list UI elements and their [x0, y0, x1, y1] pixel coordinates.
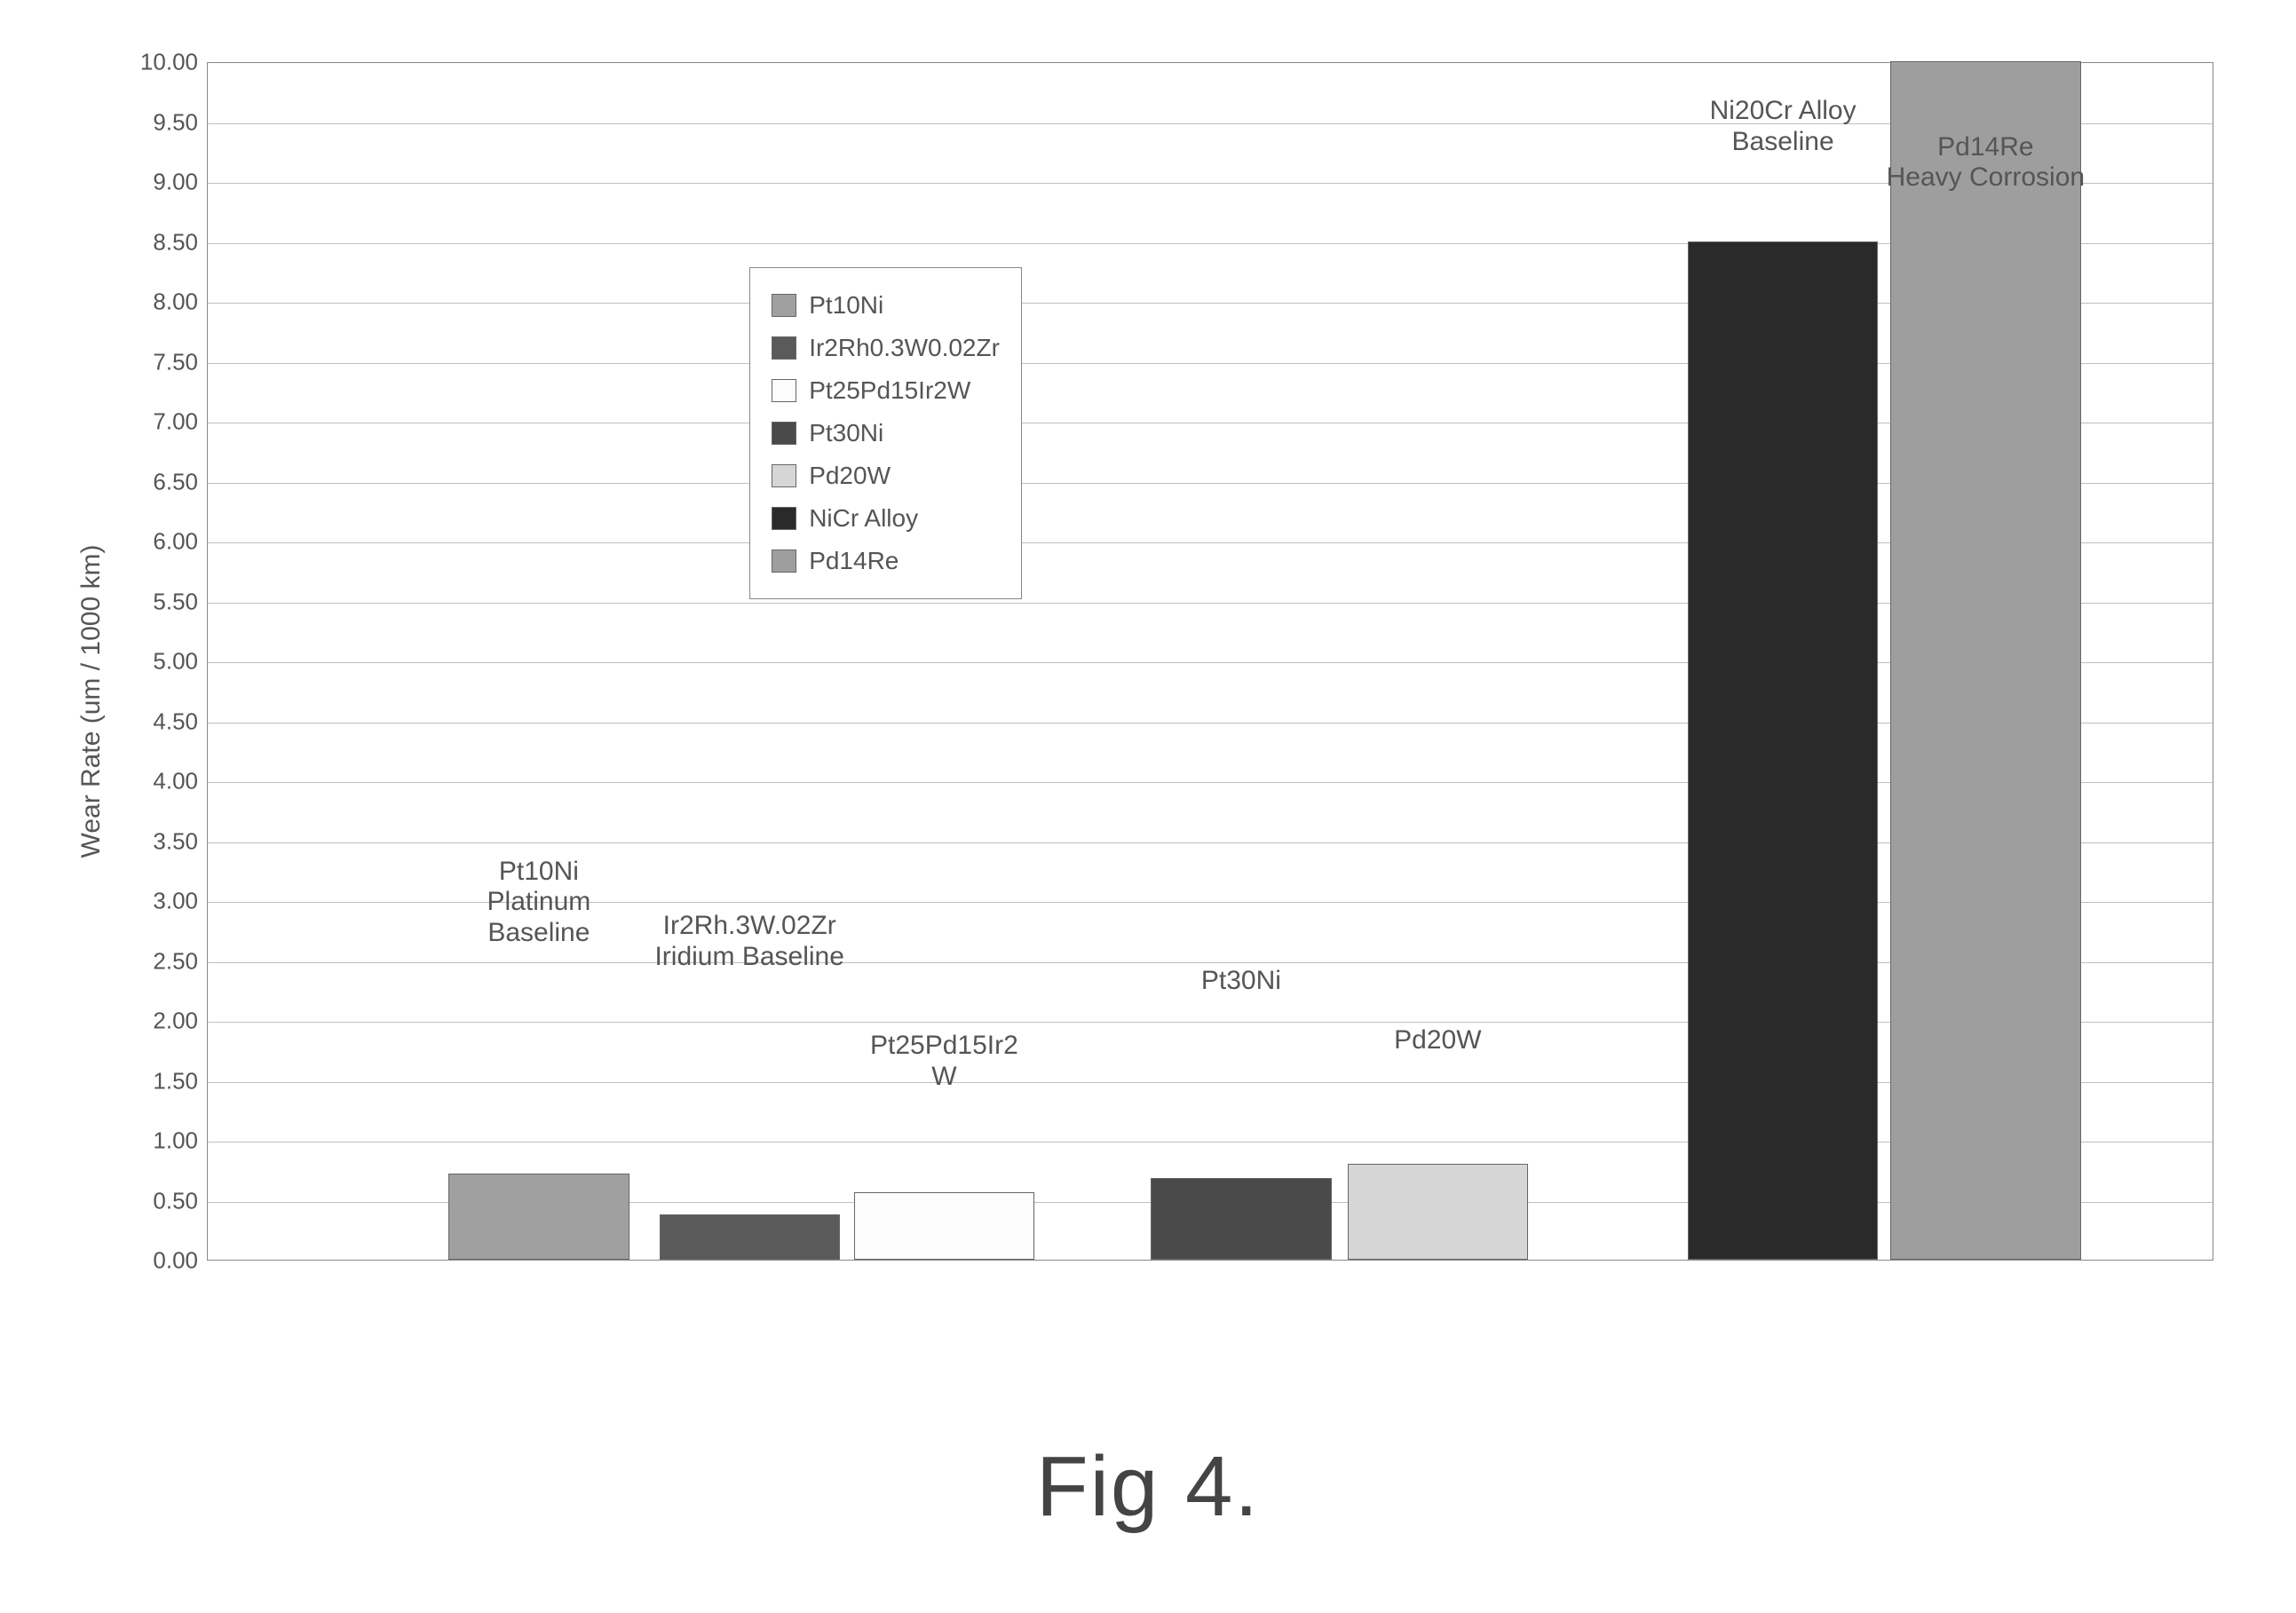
y-tick-label: 7.00 — [109, 408, 198, 436]
bar-pd20w — [1348, 1164, 1528, 1260]
legend-label: Pd14Re — [809, 547, 899, 575]
bar-label: Pt30Ni — [1099, 966, 1383, 997]
bar-pt25pd15ir2w — [854, 1192, 1034, 1260]
y-tick-label: 10.00 — [109, 49, 198, 76]
legend: Pt10Ni Ir2Rh0.3W0.02Zr Pt25Pd15Ir2W Pt30Ni P… — [749, 267, 1022, 599]
legend-label: Ir2Rh0.3W0.02Zr — [809, 334, 1000, 362]
bar-pt30ni — [1151, 1178, 1331, 1260]
legend-swatch — [772, 379, 796, 402]
y-tick-label: 9.50 — [109, 108, 198, 136]
y-tick-label: 4.50 — [109, 708, 198, 735]
y-tick-label: 5.00 — [109, 648, 198, 676]
legend-item: Pd14Re — [772, 540, 1000, 582]
legend-swatch — [772, 507, 796, 530]
bar-ir2rh0-3w0-02zr — [660, 1214, 840, 1260]
y-tick-label: 3.50 — [109, 827, 198, 855]
y-tick-label: 3.00 — [109, 888, 198, 915]
bar-label: Pd14Re Heavy Corrosion — [1843, 132, 2127, 194]
y-tick-label: 6.50 — [109, 468, 198, 495]
legend-label: Pt30Ni — [809, 419, 883, 447]
legend-label: Pt10Ni — [809, 291, 883, 320]
y-tick-label: 9.00 — [109, 169, 198, 196]
bar-pd14re — [1890, 61, 2081, 1260]
bar-pt10ni — [448, 1174, 629, 1260]
y-tick-label: 1.00 — [109, 1127, 198, 1155]
bar-label: Pd20W — [1295, 1025, 1579, 1056]
bar-nicr-alloy — [1688, 241, 1879, 1261]
y-tick-label: 8.50 — [109, 228, 198, 256]
legend-item: Pd20W — [772, 455, 1000, 497]
y-tick-label: 2.50 — [109, 947, 198, 975]
wear-rate-chart: Wear Rate (um / 1000 km) Pt10Ni Platinum… — [83, 36, 2213, 1367]
y-tick-label: 8.00 — [109, 289, 198, 316]
legend-swatch — [772, 422, 796, 445]
legend-swatch — [772, 464, 796, 487]
legend-label: NiCr Alloy — [809, 504, 918, 533]
legend-item: Pt25Pd15Ir2W — [772, 369, 1000, 412]
legend-label: Pt25Pd15Ir2W — [809, 376, 970, 405]
legend-label: Pd20W — [809, 462, 891, 490]
y-tick-label: 2.00 — [109, 1008, 198, 1035]
bar-label: Ir2Rh.3W.02Zr Iridium Baseline — [607, 911, 891, 972]
legend-item: NiCr Alloy — [772, 497, 1000, 540]
y-tick-label: 0.50 — [109, 1187, 198, 1214]
legend-item: Ir2Rh0.3W0.02Zr — [772, 327, 1000, 369]
y-tick-label: 1.50 — [109, 1067, 198, 1095]
bar-label: Pt25Pd15Ir2 W — [802, 1031, 1086, 1092]
y-tick-label: 0.00 — [109, 1247, 198, 1275]
y-tick-label: 6.00 — [109, 528, 198, 556]
y-tick-label: 5.50 — [109, 588, 198, 615]
y-axis-label: Wear Rate (um / 1000 km) — [76, 545, 107, 858]
legend-item: Pt10Ni — [772, 284, 1000, 327]
figure-caption: Fig 4. — [1036, 1438, 1260, 1536]
bars-group — [208, 63, 2213, 1260]
plot-area: Pt10Ni Platinum BaselineIr2Rh.3W.02Zr Ir… — [207, 62, 2213, 1261]
legend-item: Pt30Ni — [772, 412, 1000, 455]
legend-swatch — [772, 550, 796, 573]
legend-swatch — [772, 336, 796, 360]
y-tick-label: 4.00 — [109, 768, 198, 795]
y-tick-label: 7.50 — [109, 348, 198, 376]
legend-swatch — [772, 294, 796, 317]
